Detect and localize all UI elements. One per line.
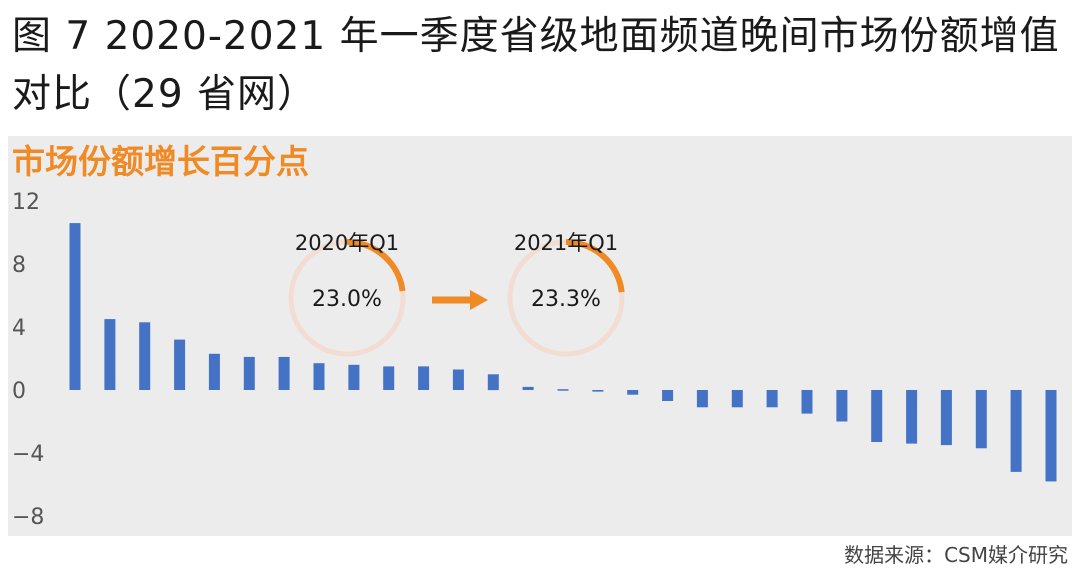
bar	[208, 353, 220, 390]
bar	[452, 369, 464, 390]
bar	[104, 319, 116, 390]
bar	[487, 374, 499, 391]
bar	[662, 390, 674, 401]
y-tick-label: 8	[12, 253, 26, 278]
y-axis-ticks: 12 8 4 0 −4 −8	[12, 190, 44, 530]
bar	[1045, 390, 1057, 482]
bars	[69, 223, 1057, 482]
bar	[278, 356, 290, 390]
bar	[522, 386, 534, 390]
arrow-head-icon	[470, 290, 488, 310]
y-tick-label: −8	[12, 505, 44, 530]
bar	[383, 366, 395, 390]
bar	[940, 390, 952, 446]
ring-period-label: 2021年Q1	[514, 231, 618, 255]
bar	[557, 389, 569, 391]
data-source-note: 数据来源：CSM媒介研究	[844, 543, 1068, 567]
bar	[69, 223, 81, 390]
ring-share-value: 23.3%	[531, 287, 601, 312]
y-tick-label: −4	[12, 442, 44, 467]
bar	[975, 390, 987, 449]
bar	[313, 363, 325, 390]
bar	[836, 390, 848, 422]
bar	[731, 390, 743, 408]
y-tick-label: 4	[12, 316, 26, 341]
y-tick-label: 0	[12, 379, 26, 404]
bar	[871, 390, 883, 442]
annotations: 2020年Q1 23.0% 2021年Q1 23.3%	[288, 231, 625, 357]
ring-share-arc	[565, 239, 625, 293]
bar	[801, 390, 813, 414]
y-tick-label: 12	[12, 190, 40, 215]
ring-share-arc	[346, 239, 406, 292]
bar	[418, 366, 430, 390]
chart-panel	[8, 136, 1072, 536]
bar	[627, 390, 639, 395]
ring-share-value: 23.0%	[312, 287, 382, 312]
ring-period-label: 2020年Q1	[295, 231, 399, 255]
bar	[906, 390, 918, 444]
bar	[766, 390, 778, 408]
figure-title: 图 7 2020-2021 年一季度省级地面频道晚间市场份额增值对比（29 省网…	[12, 14, 1060, 117]
bar	[592, 390, 604, 392]
bar	[139, 322, 151, 390]
chart-title: 市场份额增长百分点	[12, 142, 309, 181]
bar	[243, 356, 255, 390]
bar	[696, 390, 708, 408]
bar	[348, 364, 360, 390]
bar	[1010, 390, 1022, 472]
bar	[174, 339, 186, 390]
